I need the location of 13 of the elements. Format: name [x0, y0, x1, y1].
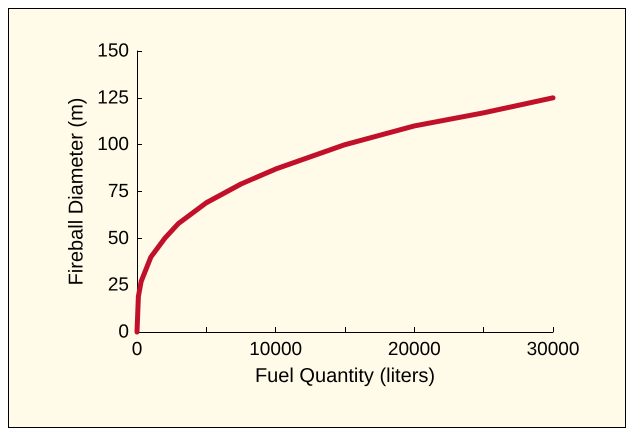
y-tick-label: 100: [97, 134, 129, 156]
y-tick-label: 25: [108, 274, 129, 296]
y-axis-title: Fireball Diameter (m): [65, 98, 88, 286]
y-tick-label: 50: [108, 228, 129, 249]
x-tick-label: 20000: [388, 339, 441, 360]
y-tick-label: 0: [118, 322, 129, 342]
y-tick-label: 150: [97, 40, 129, 62]
y-tick-label: 125: [97, 87, 129, 108]
y-tick-label: 75: [108, 181, 129, 202]
x-tick-label: 0: [132, 339, 142, 360]
x-tick-label: 30000: [526, 339, 580, 360]
x-axis-title: Fuel Quantity (liters): [254, 365, 436, 387]
x-tick-label: 10000: [249, 339, 302, 360]
